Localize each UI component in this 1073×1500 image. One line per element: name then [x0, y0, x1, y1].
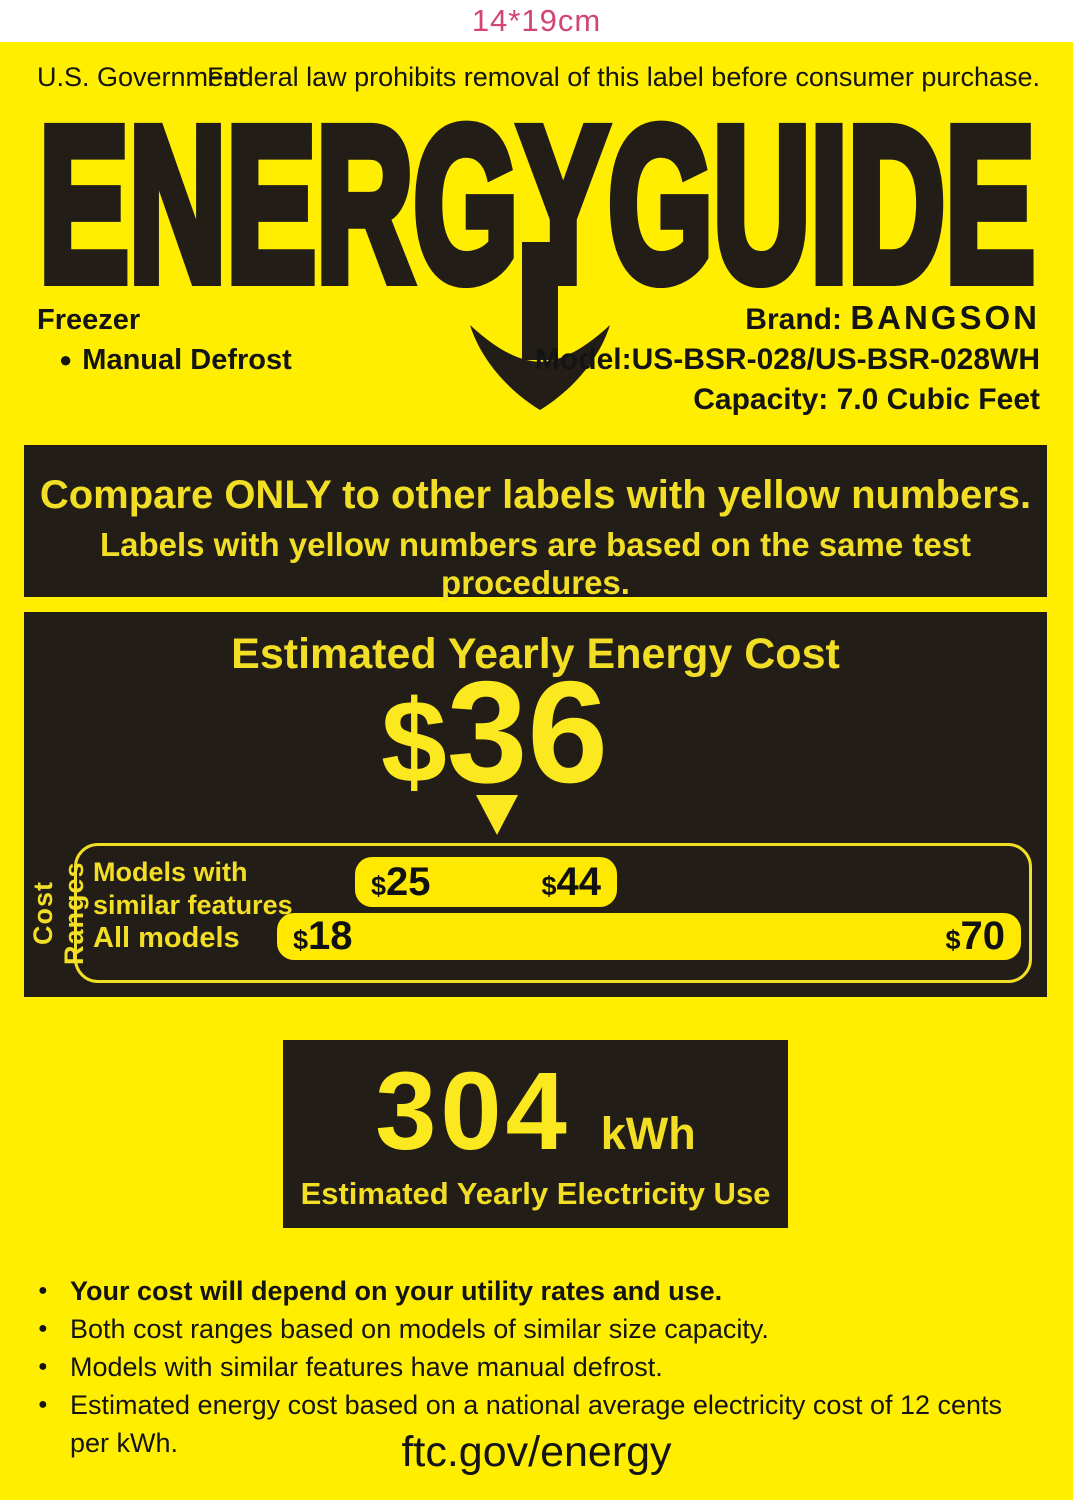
footnote: Estimated energy cost based on a nationa…	[38, 1386, 1048, 1462]
energyguide-logo-text: ENERGYGUIDE	[39, 110, 1035, 288]
kwh-value: 304	[375, 1050, 571, 1173]
range-min: $25	[371, 859, 431, 904]
down-arrow-icon	[470, 242, 610, 410]
range-min: $18	[293, 914, 353, 958]
kwh-unit: kWh	[600, 1108, 696, 1159]
electricity-use-box: 304 kWh Estimated Yearly Electricity Use	[283, 1040, 788, 1228]
size-annotation: 14*19cm	[471, 3, 602, 38]
photo-margin: 14*19cm	[0, 0, 1073, 42]
footnote: Your cost will depend on your utility ra…	[38, 1272, 1048, 1310]
compare-notice-box: Compare ONLY to other labels with yellow…	[24, 445, 1047, 601]
product-info-right: Brand: BANGSON Model:US-BSR-028/US-BSR-0…	[535, 298, 1040, 420]
down-triangle-icon	[475, 795, 518, 835]
footnote: Models with similar features have manual…	[38, 1348, 1048, 1386]
product-info-left: Freezer ● Manual Defrost	[37, 300, 292, 380]
us-government-text: U.S. Government	[37, 62, 246, 92]
brand-line: Brand: BANGSON	[745, 299, 1040, 336]
yearly-cost-value: $36	[381, 651, 609, 813]
range-max: $70	[945, 914, 1005, 958]
bullet-icon: ●	[59, 347, 73, 372]
product-type: Freezer	[37, 304, 141, 336]
all-models-range-bar: $18 $70	[277, 913, 1021, 960]
cost-ranges-panel: Models with similar features $25 $44 All…	[74, 843, 1032, 983]
cost-ranges-axis-label: Cost Ranges	[28, 861, 89, 965]
energy-guide-label: U.S. Government Federal law prohibits re…	[0, 42, 1073, 1500]
electricity-use-caption: Estimated Yearly Electricity Use	[300, 1176, 771, 1211]
electricity-use-value-row: 304 kWh	[283, 1050, 788, 1173]
similar-models-label: Models with similar features	[93, 857, 293, 920]
footnote: Both cost ranges based on models of simi…	[38, 1310, 1048, 1348]
energyguide-logo: ENERGYGUIDE	[34, 110, 1041, 288]
brand-name: BANGSON	[850, 299, 1040, 336]
similar-models-range-bar: $25 $44	[355, 857, 617, 907]
product-feature: ● Manual Defrost	[59, 344, 292, 376]
footnotes-list: Your cost will depend on your utility ra…	[38, 1272, 1048, 1462]
model-line: Model:US-BSR-028/US-BSR-028WH	[534, 343, 1040, 376]
all-models-label: All models	[93, 922, 240, 954]
compare-line1: Compare ONLY to other labels with yellow…	[39, 473, 1032, 517]
yearly-cost-box: Estimated Yearly Energy Cost $36 Cost Ra…	[24, 612, 1047, 997]
cost-title: Estimated Yearly Energy Cost	[231, 630, 840, 678]
compare-line2: Labels with yellow numbers are based on …	[99, 526, 972, 601]
range-max: $44	[541, 859, 601, 904]
capacity-line: Capacity: 7.0 Cubic Feet	[693, 383, 1040, 416]
ftc-url: ftc.gov/energy	[401, 1428, 672, 1476]
federal-law-text: Federal law prohibits removal of this la…	[207, 62, 1040, 92]
